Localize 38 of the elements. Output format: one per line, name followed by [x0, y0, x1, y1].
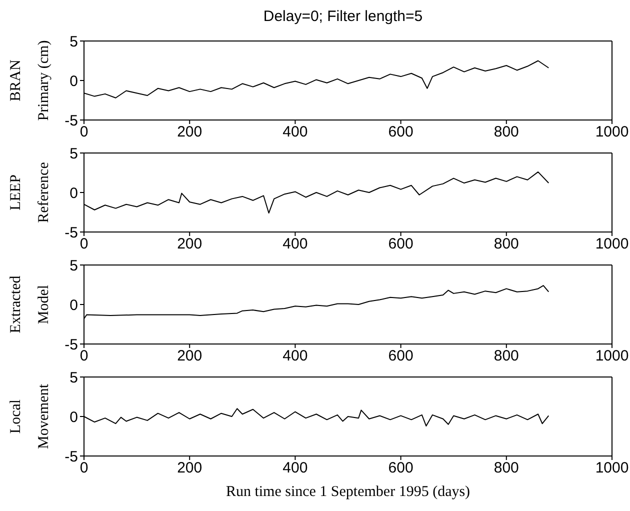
y-axis-title: BRAN Primary (cm) [8, 40, 52, 121]
y-tick-label: 0 [70, 408, 78, 426]
x-tick-label: 600 [388, 236, 414, 253]
x-tick-label: 400 [282, 124, 308, 141]
x-tick-label: 600 [388, 124, 414, 141]
x-tick-label: 1000 [595, 348, 629, 365]
x-tick-label: 400 [282, 460, 308, 477]
x-tick-label: 800 [494, 124, 519, 141]
y-axis-title: LEEP Reference [8, 162, 52, 223]
y-tick-label: -5 [64, 112, 78, 130]
x-tick-label: 600 [388, 460, 414, 477]
x-tick-label: 200 [177, 460, 202, 477]
x-tick-label: 1000 [595, 236, 629, 253]
y-axis-title: Local Movement [8, 383, 52, 449]
x-tick-label: 800 [494, 348, 519, 365]
x-tick-label: 800 [494, 460, 519, 477]
y-tick-label: 5 [70, 33, 78, 50]
x-tick-label: 600 [388, 348, 414, 365]
x-tick-label: 200 [177, 124, 202, 141]
y-tick-label: -5 [64, 448, 78, 466]
x-tick-label: 200 [177, 236, 202, 253]
y-tick-label: -5 [64, 224, 78, 242]
x-tick-label: 400 [282, 236, 308, 253]
y-tick-label: 5 [70, 369, 78, 386]
y-tick-label: 0 [70, 72, 78, 90]
x-tick-label: 1000 [595, 124, 629, 141]
y-tick-label: 5 [70, 145, 78, 162]
x-tick-label: 200 [177, 348, 202, 365]
y-axis-title: Extracted Model [8, 275, 52, 334]
y-tick-label: 0 [70, 184, 78, 202]
y-tick-label: 5 [70, 257, 78, 274]
x-tick-label: 800 [494, 236, 519, 253]
y-tick-label: 0 [70, 296, 78, 314]
chart-title: Delay=0; Filter length=5 [262, 8, 424, 27]
x-axis-title: Run time since 1 September 1995 (days) [226, 484, 470, 500]
x-tick-label: 400 [282, 348, 308, 365]
x-tick-label: 1000 [595, 460, 629, 477]
y-tick-label: -5 [64, 336, 78, 354]
